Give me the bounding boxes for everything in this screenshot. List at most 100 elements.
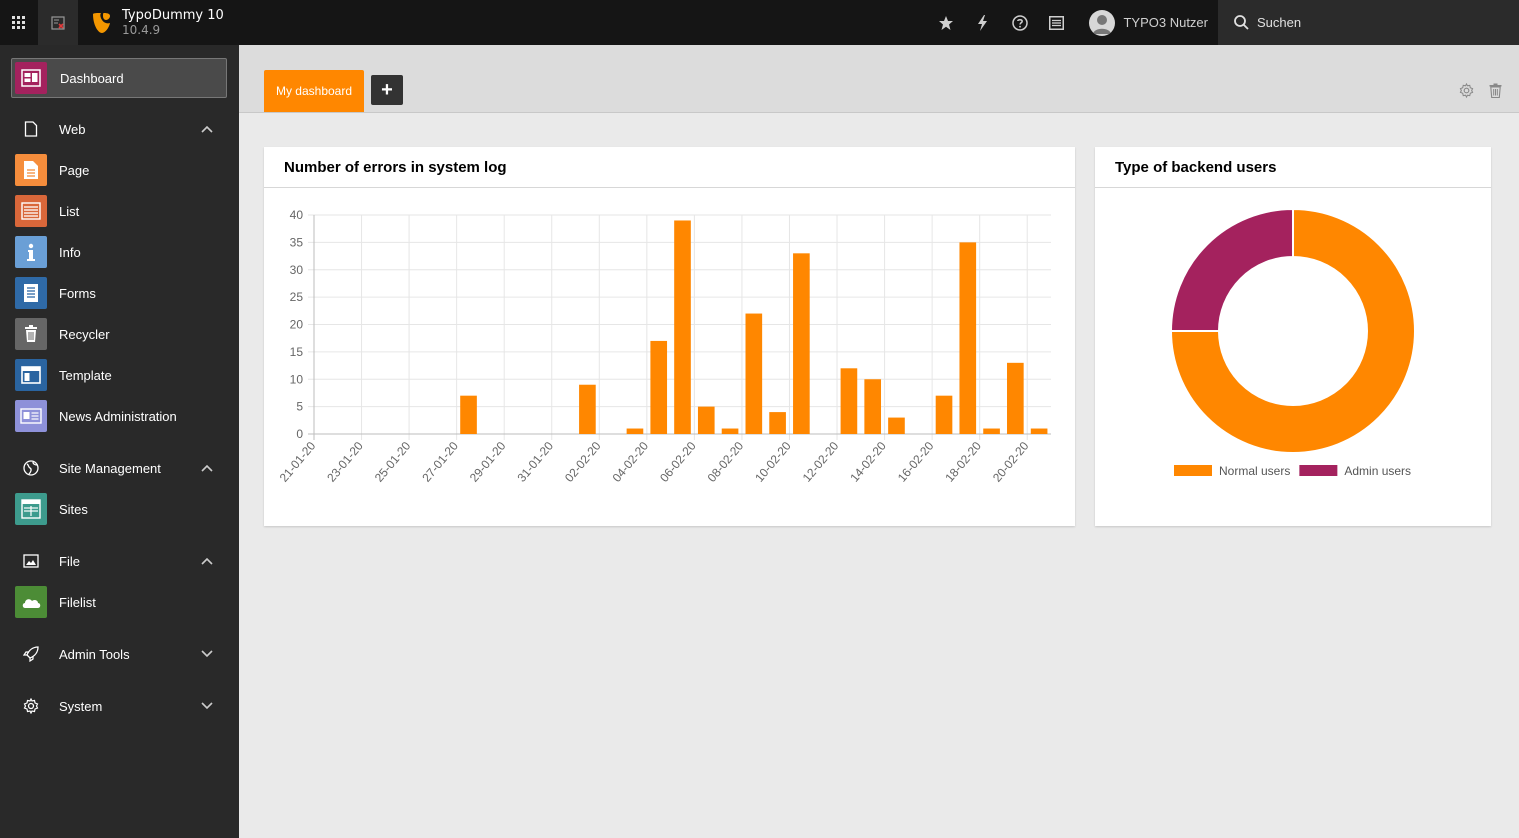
tab-my-dashboard[interactable]: My dashboard: [264, 70, 364, 112]
dashboard-settings-button[interactable]: [1458, 82, 1474, 98]
chevron-up-icon: [200, 461, 214, 475]
x-tick-label: 14-02-20: [847, 439, 889, 485]
bar: [745, 313, 763, 434]
y-tick-label: 35: [290, 235, 304, 249]
x-tick-label: 02-02-20: [562, 439, 604, 485]
cache-button[interactable]: [964, 0, 1001, 45]
sidebar-group-label: System: [59, 698, 103, 714]
globe-icon: [21, 458, 41, 478]
sidebar-item-page[interactable]: Page: [15, 153, 230, 187]
module-menu-toggle[interactable]: [0, 0, 38, 45]
bar: [793, 253, 810, 434]
x-tick-label: 31-01-20: [514, 439, 556, 485]
sidebar-group-file[interactable]: File: [0, 545, 239, 577]
forms-module-icon: [15, 277, 47, 309]
sidebar-group-admin-tools[interactable]: Admin Tools: [0, 638, 239, 670]
widget-title: Type of backend users: [1095, 147, 1491, 188]
bookmarks-button[interactable]: [927, 0, 964, 45]
y-tick-label: 10: [290, 372, 304, 386]
page-module-icon: [15, 154, 47, 186]
sidebar-item-label: Forms: [59, 285, 96, 301]
legend-swatch: [1174, 465, 1212, 476]
search-box: [1218, 0, 1519, 45]
grid-icon: [12, 15, 25, 29]
sidebar-group-web[interactable]: Web: [0, 113, 239, 145]
bar: [721, 428, 739, 434]
dashboard-header: My dashboard +: [239, 45, 1519, 113]
sidebar-item-label: Info: [59, 244, 81, 260]
sidebar-item-news-administration[interactable]: News Administration: [15, 399, 230, 433]
sidebar-group-site-management[interactable]: Site Management: [0, 452, 239, 484]
sidebar-item-template[interactable]: Template: [15, 358, 230, 392]
page-tree-toggle-icon: [51, 15, 65, 30]
rocket-icon: [21, 644, 41, 664]
search-icon: [1234, 15, 1249, 30]
chevron-up-icon: [200, 554, 214, 568]
sites-module-icon: [15, 493, 47, 525]
backend-users-donut-chart: Normal users Admin users: [1169, 207, 1416, 478]
sidebar-item-list[interactable]: List: [15, 194, 230, 228]
clear-cache-button[interactable]: [38, 0, 78, 45]
sidebar-item-label: Recycler: [59, 326, 110, 342]
bar: [650, 340, 668, 434]
sidebar-group-label: Admin Tools: [59, 646, 130, 662]
lightning-icon: [977, 14, 987, 31]
bar: [888, 417, 905, 434]
sidebar-item-label: Page: [59, 162, 90, 178]
sidebar-item-recycler[interactable]: Recycler: [15, 317, 230, 351]
star-icon: [938, 15, 953, 30]
site-info: TypoDummy 10 10.4.9: [122, 7, 224, 37]
sidebar-item-dashboard[interactable]: Dashboard: [11, 58, 227, 98]
site-name: TypoDummy 10: [122, 7, 224, 23]
question-icon: [1012, 14, 1028, 31]
image-icon: [21, 551, 41, 571]
typo3-logo[interactable]: [90, 11, 112, 35]
template-module-icon: [15, 359, 47, 391]
legend-label: Admin users: [1344, 464, 1411, 478]
trash-icon: [1489, 83, 1501, 98]
filelist-module-icon: [15, 586, 47, 618]
sidebar-item-info[interactable]: Info: [15, 235, 230, 269]
x-tick-label: 18-02-20: [942, 439, 984, 485]
sidebar-item-forms[interactable]: Forms: [15, 276, 230, 310]
recycler-module-icon: [15, 318, 47, 350]
widget-system-log-errors: Number of errors in system log 0 5 10 15 20 2…: [264, 147, 1075, 526]
x-tick-label: 06-02-20: [657, 439, 699, 485]
bar: [769, 412, 786, 434]
sidebar-group-label: File: [59, 553, 80, 569]
bar: [1030, 428, 1048, 434]
bar: [1007, 362, 1024, 434]
bar: [935, 395, 953, 434]
sidebar-item-label: Sites: [59, 501, 88, 517]
errors-bar-chart: 0 5 10 15 20 25 30 35 40 21-01-20 23-01-20 25-01-20…: [277, 208, 1051, 485]
plus-icon: +: [381, 79, 393, 101]
delete-dashboard-button[interactable]: [1487, 82, 1503, 98]
pie-slice: [1169, 207, 1416, 454]
system-info-button[interactable]: [1038, 0, 1075, 45]
sidebar-item-sites[interactable]: Sites: [15, 492, 230, 526]
legend-swatch: [1299, 465, 1338, 476]
add-dashboard-button[interactable]: +: [371, 75, 403, 105]
list-module-icon: [15, 195, 47, 227]
user-icon: [1093, 14, 1112, 34]
typo3-logo-icon: [93, 12, 110, 33]
x-tick-label: 23-01-20: [324, 439, 366, 485]
page-outline-icon: [21, 119, 41, 139]
help-button[interactable]: [1001, 0, 1038, 45]
sidebar-item-filelist[interactable]: Filelist: [15, 585, 230, 619]
bar: [579, 384, 596, 434]
dashboard-module-icon: [15, 62, 47, 94]
sidebar-group-label: Site Management: [59, 460, 161, 476]
list-icon: [1049, 15, 1065, 30]
bar: [460, 395, 477, 434]
user-menu[interactable]: TYPO3 Nutzer: [1075, 0, 1218, 45]
widget-backend-users: Type of backend users Normal users Admin …: [1095, 147, 1491, 526]
sidebar-item-label: Filelist: [59, 594, 96, 610]
bar: [697, 406, 715, 434]
sidebar-item-label: News Administration: [59, 408, 177, 424]
sidebar-group-system[interactable]: System: [0, 690, 239, 722]
bar: [864, 379, 882, 434]
bar: [626, 428, 644, 434]
x-tick-label: 27-01-20: [419, 439, 461, 485]
search-input[interactable]: [1257, 15, 1497, 30]
